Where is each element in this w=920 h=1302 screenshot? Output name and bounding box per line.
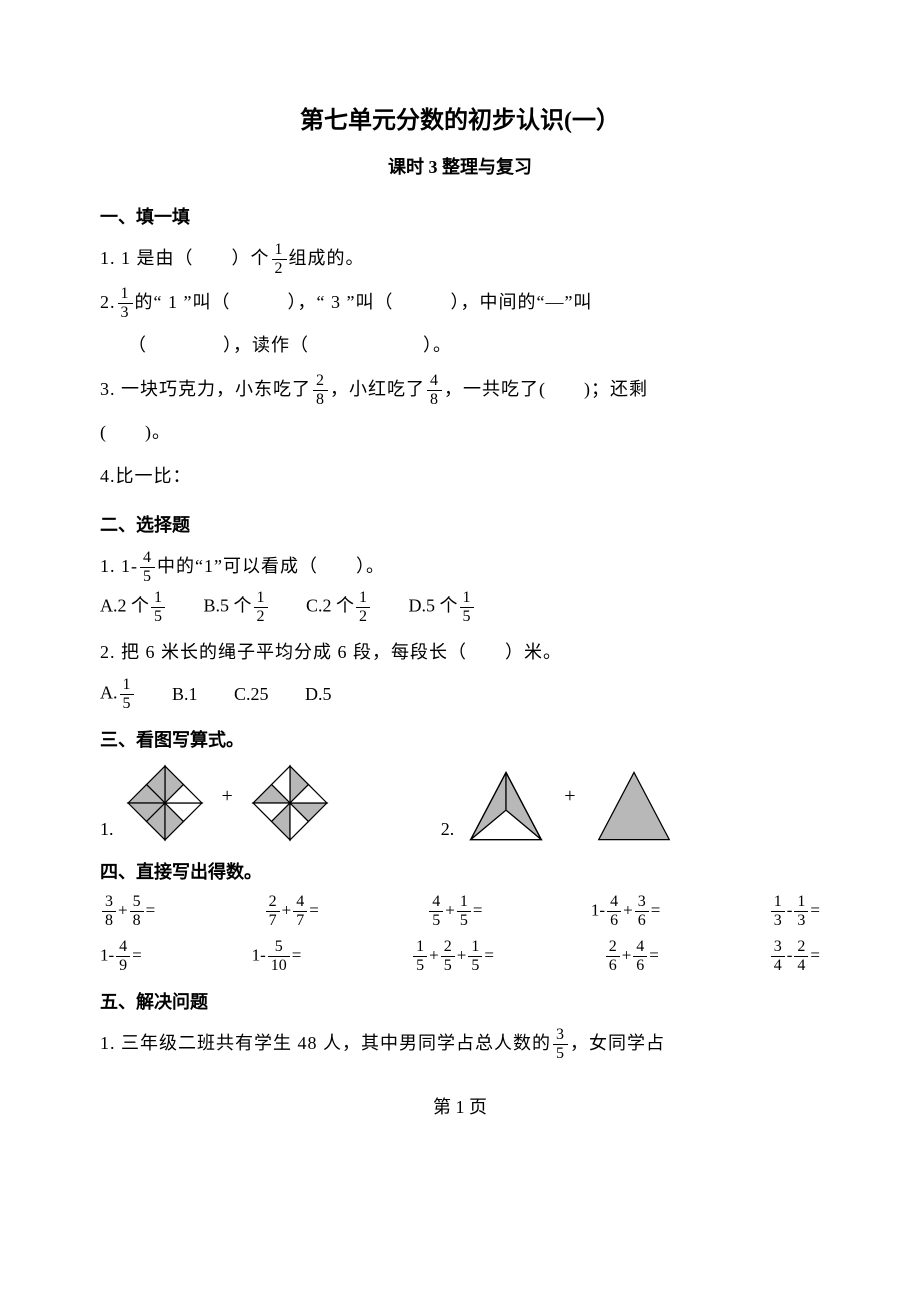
diamond-shape-1 (124, 762, 206, 844)
fraction: 36 (635, 894, 649, 929)
s2-q1-optC: C.2 个12 (306, 590, 372, 625)
s1-q2-mid: 的“ 1 ”叫（ ），“ 3 ”叫（ ），中间的“—”叫 (135, 292, 593, 312)
triangle-shape-2 (592, 768, 676, 844)
s1-q2-line2: （ ），读作（ ）。 (100, 326, 820, 366)
optA-frac: 15 (151, 590, 165, 625)
s1-q3-prefix: 3. 一块巧克力，小东吃了 (100, 379, 311, 399)
optB-frac: 12 (254, 590, 268, 625)
s2-q1-prefix: 1. 1- (100, 556, 138, 576)
s5-q1-prefix: 1. 三年级二班共有学生 48 人，其中男同学占总人数的 (100, 1033, 551, 1053)
fraction: 34 (771, 939, 785, 974)
calc-expression: 26+46= (604, 939, 659, 974)
s2-q2-optB: B.1 (172, 684, 198, 705)
optD-frac: 15 (460, 590, 474, 625)
triangle-shape-1 (464, 768, 548, 844)
s2-q1-suffix: 中的“1”可以看成（ ）。 (157, 556, 385, 576)
fraction: 15 (413, 939, 427, 974)
s1-q4: 4.比一比： (100, 457, 820, 497)
optC-frac: 12 (356, 590, 370, 625)
page-title: 第七单元分数的初步认识(一） (100, 100, 820, 135)
figure-row: 1. + (100, 762, 820, 844)
fraction: 15 (468, 939, 482, 974)
fraction: 26 (606, 939, 620, 974)
calc-expression: 38+58= (100, 894, 155, 929)
section3-heading: 三、看图写算式。 (100, 726, 820, 752)
calc-expression: 34-24= (769, 939, 820, 974)
fraction: 46 (607, 894, 621, 929)
s2-q1-optB: B.5 个12 (204, 590, 270, 625)
fraction: 25 (441, 939, 455, 974)
calc-expression: 1-510= (252, 939, 302, 974)
s2-q1-optA: A.2 个15 (100, 590, 167, 625)
s2-q2-optD: D.5 (305, 684, 332, 705)
fraction: 24 (794, 939, 808, 974)
frac-1-3: 13 (118, 286, 133, 321)
fraction: 13 (771, 894, 785, 929)
plus-sign-2: + (564, 785, 575, 808)
fraction: 58 (130, 894, 144, 929)
calc-expression: 27+47= (264, 894, 319, 929)
fraction: 47 (293, 894, 307, 929)
frac-4-5: 45 (140, 550, 155, 585)
calc-expression: 15+25+15= (411, 939, 494, 974)
frac-4-8: 48 (427, 373, 442, 408)
plus-sign-1: + (222, 785, 233, 808)
s1-q2-prefix: 2. (100, 292, 116, 312)
s2-q1-optD: D.5 个15 (409, 590, 476, 625)
calc-expression: 45+15= (427, 894, 482, 929)
section2-heading: 二、选择题 (100, 511, 820, 537)
fraction: 45 (429, 894, 443, 929)
calc-expression: 1-49= (100, 939, 142, 974)
calc-expression: 13-13= (769, 894, 820, 929)
s1-q1: 1. 1 是由（ ）个12组成的。 (100, 239, 820, 279)
s5-q1-suffix: ，女同学占 (570, 1033, 665, 1053)
s2-q2-optC: C.25 (234, 684, 269, 705)
fig2-label: 2. (441, 819, 455, 840)
s1-q3: 3. 一块巧克力，小东吃了28，小红吃了48，一共吃了( )；还剩 (100, 370, 820, 410)
s2-q2-options: A.15 B.1 C.25 D.5 (100, 677, 820, 712)
s1-q2: 2.13的“ 1 ”叫（ ），“ 3 ”叫（ ），中间的“—”叫 (100, 283, 820, 323)
s1-q1-prefix: 1. 1 是由（ ）个 (100, 248, 270, 268)
s2-q1: 1. 1-45中的“1”可以看成（ ）。 (100, 547, 820, 587)
optA2-frac: 15 (120, 677, 134, 712)
frac-1-2: 12 (272, 242, 287, 277)
fraction: 13 (794, 894, 808, 929)
calc-row-2: 1-49= 1-510= 15+25+15= 26+46= 34-24= (100, 939, 820, 974)
calc-expression: 1-46+36= (591, 894, 660, 929)
page-subtitle: 课时 3 整理与复习 (100, 153, 820, 179)
fraction: 49 (116, 939, 130, 974)
fraction: 46 (633, 939, 647, 974)
diamond-shape-2 (249, 762, 331, 844)
s1-q3-suffix: ，一共吃了( )；还剩 (444, 379, 648, 399)
s1-q3-line2: ( )。 (100, 413, 820, 453)
section5-heading: 五、解决问题 (100, 988, 820, 1014)
s1-q1-suffix: 组成的。 (289, 248, 365, 268)
worksheet-page: 第七单元分数的初步认识(一） 课时 3 整理与复习 一、填一填 1. 1 是由（… (0, 0, 920, 1302)
section1-heading: 一、填一填 (100, 203, 820, 229)
calc-row-1: 38+58= 27+47= 45+15= 1-46+36= 13-13= (100, 894, 820, 929)
s2-q2: 2. 把 6 米长的绳子平均分成 6 段，每段长（ ）米。 (100, 633, 820, 673)
fraction: 27 (266, 894, 280, 929)
page-footer: 第 1 页 (100, 1093, 820, 1119)
frac-3-5: 35 (553, 1027, 568, 1062)
fraction: 15 (457, 894, 471, 929)
fraction: 38 (102, 894, 116, 929)
s1-q3-mid: ，小红吃了 (330, 379, 425, 399)
s2-q2-optA: A.15 (100, 677, 136, 712)
s2-q1-options: A.2 个15 B.5 个12 C.2 个12 D.5 个15 (100, 590, 820, 625)
section4-heading: 四、直接写出得数。 (100, 858, 820, 884)
frac-2-8: 28 (313, 373, 328, 408)
fig1-label: 1. (100, 819, 114, 840)
fraction: 510 (268, 939, 290, 974)
s5-q1: 1. 三年级二班共有学生 48 人，其中男同学占总人数的35，女同学占 (100, 1024, 820, 1064)
